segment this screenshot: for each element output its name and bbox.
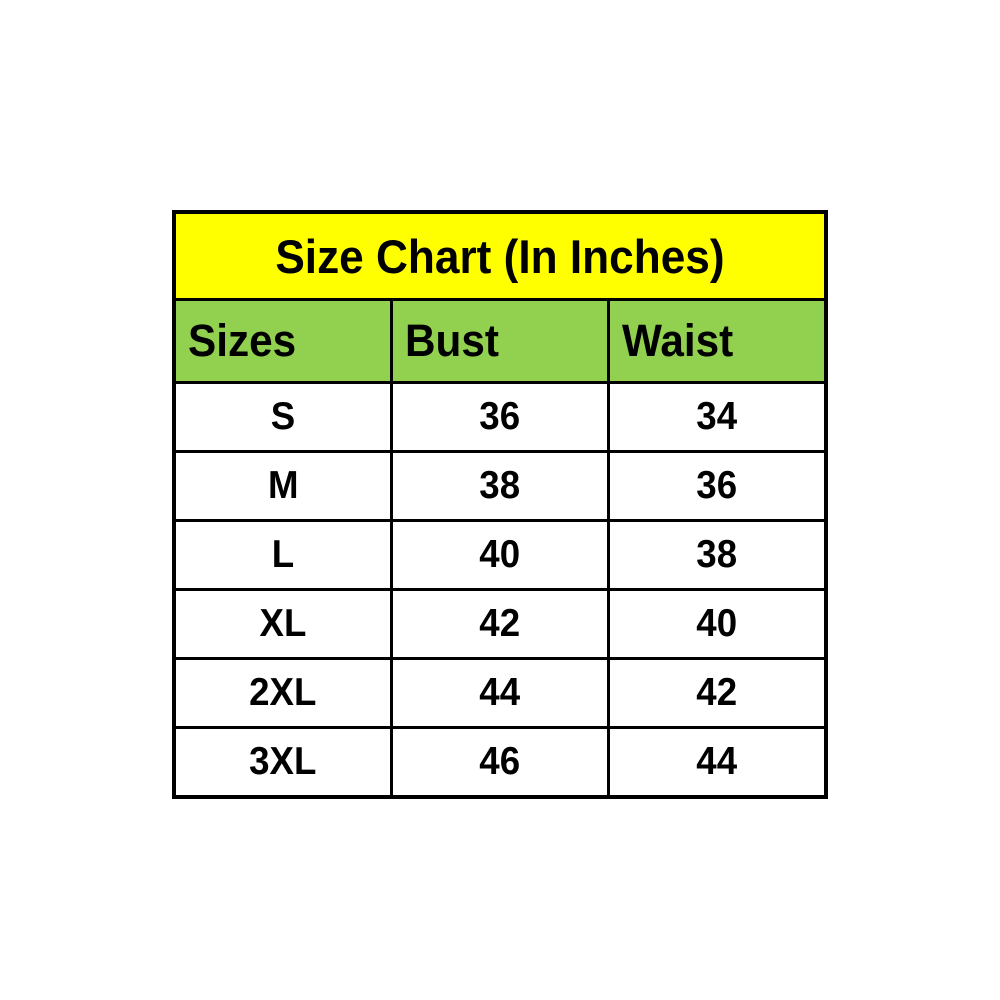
bust-cell: 38 [389,450,611,522]
chart-title-text: Size Chart (In Inches) [275,229,725,283]
table-row: XL 42 40 [172,588,828,660]
size-cell: L [172,519,393,591]
table-row: 3XL 46 44 [172,726,828,799]
bust-cell: 44 [389,657,611,729]
column-header-bust: Bust [389,298,611,384]
table-row: M 38 36 [172,450,828,522]
column-header-sizes: Sizes [172,298,393,384]
header-row: Sizes Bust Waist [172,298,828,384]
waist-cell: 42 [607,657,828,729]
size-chart-table: Size Chart (In Inches) Sizes Bust Waist … [172,210,828,799]
waist-cell: 38 [607,519,828,591]
size-cell: 2XL [172,657,393,729]
size-cell: M [172,450,393,522]
column-header-waist: Waist [607,298,828,384]
table-row: L 40 38 [172,519,828,591]
bust-cell: 40 [389,519,611,591]
waist-cell: 40 [607,588,828,660]
bust-cell: 36 [389,381,611,453]
size-cell: S [172,381,393,453]
bust-cell: 46 [389,726,611,799]
table-row: 2XL 44 42 [172,657,828,729]
size-cell: XL [172,588,393,660]
table-row: S 36 34 [172,381,828,453]
title-row: Size Chart (In Inches) [172,210,828,301]
waist-cell: 44 [607,726,828,799]
waist-cell: 36 [607,450,828,522]
waist-cell: 34 [607,381,828,453]
bust-cell: 42 [389,588,611,660]
chart-title: Size Chart (In Inches) [172,210,828,301]
size-cell: 3XL [172,726,393,799]
